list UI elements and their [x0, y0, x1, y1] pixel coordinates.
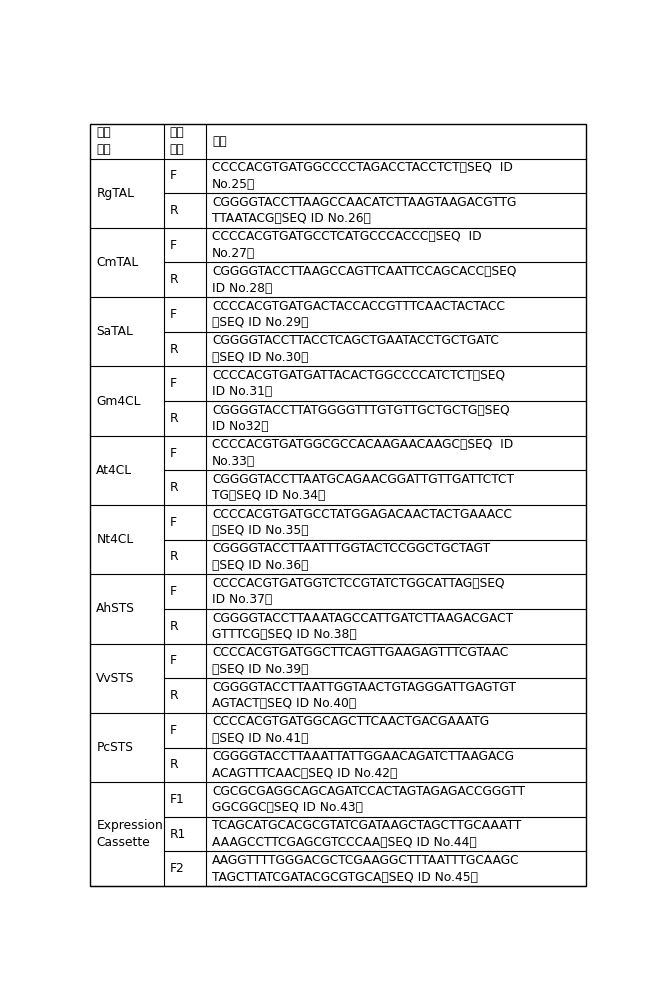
Text: PcSTS: PcSTS — [96, 741, 133, 754]
Text: Expression
Cassette: Expression Cassette — [96, 819, 163, 849]
Text: CGGGGTACCTTAATTTGGTACTCCGGCTGCTAGT
（SEQ ID No.36）: CGGGGTACCTTAATTTGGTACTCCGGCTGCTAGT （SEQ … — [212, 542, 490, 572]
Text: F1: F1 — [170, 793, 185, 806]
Text: R: R — [170, 689, 178, 702]
Text: R: R — [170, 758, 178, 771]
Text: VvSTS: VvSTS — [96, 672, 135, 685]
Text: AhSTS: AhSTS — [96, 602, 135, 615]
Text: 扩增
片段: 扩增 片段 — [96, 126, 111, 156]
Text: F: F — [170, 516, 177, 529]
Text: CCCCACGTGATGATTACACTGGCCCCATCTCT（SEQ
ID No.31）: CCCCACGTGATGATTACACTGGCCCCATCTCT（SEQ ID … — [212, 369, 505, 398]
Text: CGGGGTACCTTAAATAGCCATTGATCTTAAGACGACT
GTTTCG（SEQ ID No.38）: CGGGGTACCTTAAATAGCCATTGATCTTAAGACGACT GT… — [212, 612, 513, 641]
Text: CGGGGTACCTTACCTCAGCTGAATACCTGCTGATC
（SEQ ID No.30）: CGGGGTACCTTACCTCAGCTGAATACCTGCTGATC （SEQ… — [212, 334, 499, 364]
Text: R: R — [170, 481, 178, 494]
Text: Nt4CL: Nt4CL — [96, 533, 133, 546]
Text: F2: F2 — [170, 862, 185, 875]
Text: R: R — [170, 412, 178, 425]
Text: F: F — [170, 447, 177, 460]
Text: CCCCACGTGATGGCAGCTTCAACTGACGAAATG
（SEQ ID No.41）: CCCCACGTGATGGCAGCTTCAACTGACGAAATG （SEQ I… — [212, 715, 489, 745]
Text: CCCCACGTGATGCCTATGGAGACAACTACTGAAACC
（SEQ ID No.35）: CCCCACGTGATGCCTATGGAGACAACTACTGAAACC （SE… — [212, 508, 512, 537]
Text: F: F — [170, 239, 177, 252]
Text: CGGGGTACCTTAAATTATTGGAACAGATCTTAAGACG
ACAGTTTCAAC（SEQ ID No.42）: CGGGGTACCTTAAATTATTGGAACAGATCTTAAGACG AC… — [212, 750, 514, 780]
Text: CCCCACGTGATGGCGCCACAAGAACAAGC（SEQ  ID
No.33）: CCCCACGTGATGGCGCCACAAGAACAAGC（SEQ ID No.… — [212, 438, 513, 468]
Text: F: F — [170, 724, 177, 737]
Text: CGGGGTACCTTAAGCCAACATCTTAAGTAAGACGTTG
TTAATACG（SEQ ID No.26）: CGGGGTACCTTAAGCCAACATCTTAAGTAAGACGTTG TT… — [212, 196, 516, 225]
Text: R: R — [170, 620, 178, 633]
Text: At4CL: At4CL — [96, 464, 133, 477]
Text: CCCCACGTGATGACTACCACCGTTTCAACTACTACC
（SEQ ID No.29）: CCCCACGTGATGACTACCACCGTTTCAACTACTACC （SE… — [212, 300, 505, 329]
Text: CCCCACGTGATGGCCCCTAGACCTACCTCT（SEQ  ID
No.25）: CCCCACGTGATGGCCCCTAGACCTACCTCT（SEQ ID No… — [212, 161, 513, 191]
Text: TCAGCATGCACGCGTATCGATAAGCTAGCTTGCAAATT
AAAGCCTTCGAGCGTCCCAA（SEQ ID No.44）: TCAGCATGCACGCGTATCGATAAGCTAGCTTGCAAATT A… — [212, 819, 521, 849]
Text: CCCCACGTGATGGCTTCAGTTGAAGAGTTTCGTAAC
（SEQ ID No.39）: CCCCACGTGATGGCTTCAGTTGAAGAGTTTCGTAAC （SE… — [212, 646, 508, 676]
Text: CGGGGTACCTTATGGGGTTTGTGTTGCTGCTG（SEQ
ID No32）: CGGGGTACCTTATGGGGTTTGTGTTGCTGCTG（SEQ ID … — [212, 404, 510, 433]
Text: F: F — [170, 377, 177, 390]
Text: 引物
名称: 引物 名称 — [170, 126, 185, 156]
Text: F: F — [170, 654, 177, 667]
Text: F: F — [170, 585, 177, 598]
Text: CGCGCGAGGCAGCAGATCCACTAGTAGAGACCGGGTT
GGCGGC（SEQ ID No.43）: CGCGCGAGGCAGCAGATCCACTAGTAGAGACCGGGTT GG… — [212, 785, 525, 814]
Text: Gm4CL: Gm4CL — [96, 395, 141, 408]
Text: CCCCACGTGATGGTCTCCGTATCTGGCATTAG（SEQ
ID No.37）: CCCCACGTGATGGTCTCCGTATCTGGCATTAG（SEQ ID … — [212, 577, 504, 606]
Text: AAGGTTTTGGGACGCTCGAAGGCTTTAATTTGCAAGC
TAGCTTATCGATACGCGTGCA（SEQ ID No.45）: AAGGTTTTGGGACGCTCGAAGGCTTTAATTTGCAAGC TA… — [212, 854, 519, 884]
Text: R: R — [170, 343, 178, 356]
Text: CCCCACGTGATGCCTCATGCCCACCC（SEQ  ID
No.27）: CCCCACGTGATGCCTCATGCCCACCC（SEQ ID No.27） — [212, 230, 482, 260]
Text: R: R — [170, 204, 178, 217]
Text: SaTAL: SaTAL — [96, 325, 133, 338]
Text: CGGGGTACCTTAATGCAGAACGGATTGTTGATTCTCT
TG（SEQ ID No.34）: CGGGGTACCTTAATGCAGAACGGATTGTTGATTCTCT TG… — [212, 473, 514, 502]
Text: R: R — [170, 273, 178, 286]
Text: CmTAL: CmTAL — [96, 256, 139, 269]
Text: CGGGGTACCTTAAGCCAGTTCAATTCCAGCACC（SEQ
ID No.28）: CGGGGTACCTTAAGCCAGTTCAATTCCAGCACC（SEQ ID… — [212, 265, 516, 295]
Text: RgTAL: RgTAL — [96, 187, 135, 200]
Text: 序列: 序列 — [212, 135, 226, 148]
Text: CGGGGTACCTTAATTGGTAACTGTAGGGATTGAGTGT
AGTACT（SEQ ID No.40）: CGGGGTACCTTAATTGGTAACTGTAGGGATTGAGTGT AG… — [212, 681, 516, 710]
Text: R: R — [170, 550, 178, 563]
Text: F: F — [170, 169, 177, 182]
Text: F: F — [170, 308, 177, 321]
Text: R1: R1 — [170, 828, 186, 841]
